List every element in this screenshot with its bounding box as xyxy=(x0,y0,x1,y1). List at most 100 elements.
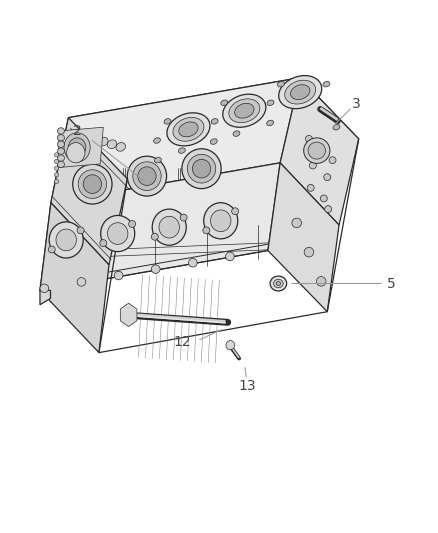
Ellipse shape xyxy=(173,117,204,141)
Ellipse shape xyxy=(226,341,235,350)
Ellipse shape xyxy=(54,173,59,177)
Ellipse shape xyxy=(67,143,85,163)
Ellipse shape xyxy=(100,240,107,247)
Ellipse shape xyxy=(164,119,171,124)
Ellipse shape xyxy=(323,82,330,87)
Ellipse shape xyxy=(180,214,187,221)
Ellipse shape xyxy=(279,76,322,109)
Ellipse shape xyxy=(83,175,102,193)
Ellipse shape xyxy=(290,85,310,100)
Polygon shape xyxy=(40,163,280,290)
Ellipse shape xyxy=(54,166,59,170)
Ellipse shape xyxy=(77,227,84,234)
Polygon shape xyxy=(51,78,300,203)
Ellipse shape xyxy=(320,195,327,202)
Ellipse shape xyxy=(285,80,316,104)
Ellipse shape xyxy=(107,223,128,245)
Ellipse shape xyxy=(68,138,86,157)
Ellipse shape xyxy=(107,140,117,149)
Ellipse shape xyxy=(151,265,160,273)
Ellipse shape xyxy=(325,206,332,213)
Polygon shape xyxy=(40,203,109,353)
Ellipse shape xyxy=(155,157,161,163)
Ellipse shape xyxy=(192,159,211,178)
Ellipse shape xyxy=(101,215,135,252)
Ellipse shape xyxy=(232,208,239,215)
Ellipse shape xyxy=(329,157,336,164)
Ellipse shape xyxy=(57,141,64,148)
Ellipse shape xyxy=(267,120,273,126)
Ellipse shape xyxy=(49,222,83,258)
Ellipse shape xyxy=(204,203,238,239)
Ellipse shape xyxy=(138,167,156,185)
Ellipse shape xyxy=(211,119,218,124)
Ellipse shape xyxy=(54,153,59,157)
Polygon shape xyxy=(40,290,50,305)
Ellipse shape xyxy=(187,155,216,183)
Polygon shape xyxy=(57,127,103,167)
Ellipse shape xyxy=(304,247,314,257)
Ellipse shape xyxy=(274,279,283,288)
Ellipse shape xyxy=(159,216,180,238)
Ellipse shape xyxy=(40,284,49,293)
Polygon shape xyxy=(268,163,339,312)
Ellipse shape xyxy=(99,137,108,146)
Ellipse shape xyxy=(276,281,281,285)
Ellipse shape xyxy=(223,94,266,127)
Ellipse shape xyxy=(319,146,326,153)
Ellipse shape xyxy=(304,138,330,164)
Ellipse shape xyxy=(211,210,231,232)
Ellipse shape xyxy=(152,209,186,245)
Ellipse shape xyxy=(308,142,325,159)
Text: 3: 3 xyxy=(352,98,361,111)
Ellipse shape xyxy=(182,149,221,189)
Ellipse shape xyxy=(154,138,160,143)
Polygon shape xyxy=(68,78,359,179)
Ellipse shape xyxy=(54,159,59,164)
Ellipse shape xyxy=(127,156,166,196)
Ellipse shape xyxy=(64,133,90,162)
Ellipse shape xyxy=(78,169,106,198)
Text: 5: 5 xyxy=(387,277,396,290)
Ellipse shape xyxy=(305,135,312,142)
Ellipse shape xyxy=(309,162,316,169)
Ellipse shape xyxy=(267,100,274,106)
Ellipse shape xyxy=(188,259,197,267)
Ellipse shape xyxy=(57,135,64,141)
Ellipse shape xyxy=(133,162,161,190)
Text: 2: 2 xyxy=(73,124,81,138)
Ellipse shape xyxy=(307,184,314,191)
Polygon shape xyxy=(280,78,359,225)
Ellipse shape xyxy=(57,155,64,161)
Ellipse shape xyxy=(233,131,240,136)
Text: 13: 13 xyxy=(239,379,256,393)
Text: 12: 12 xyxy=(173,335,191,349)
Ellipse shape xyxy=(178,148,185,154)
Ellipse shape xyxy=(57,128,64,134)
Ellipse shape xyxy=(57,161,64,167)
Polygon shape xyxy=(120,303,137,327)
Ellipse shape xyxy=(292,218,301,228)
Ellipse shape xyxy=(77,278,86,286)
Ellipse shape xyxy=(235,103,254,118)
Ellipse shape xyxy=(203,227,210,234)
Ellipse shape xyxy=(129,221,136,228)
Ellipse shape xyxy=(151,233,158,240)
Ellipse shape xyxy=(278,82,284,87)
Ellipse shape xyxy=(90,134,99,143)
Ellipse shape xyxy=(48,246,55,253)
Ellipse shape xyxy=(179,122,198,137)
Polygon shape xyxy=(51,118,127,265)
Ellipse shape xyxy=(114,271,123,280)
Ellipse shape xyxy=(72,130,82,138)
Ellipse shape xyxy=(229,99,260,123)
Ellipse shape xyxy=(333,125,340,130)
Ellipse shape xyxy=(270,276,287,291)
Ellipse shape xyxy=(116,142,126,151)
Ellipse shape xyxy=(81,132,91,141)
Ellipse shape xyxy=(210,139,217,144)
Ellipse shape xyxy=(324,174,331,181)
Ellipse shape xyxy=(56,229,76,251)
Ellipse shape xyxy=(316,277,326,286)
Ellipse shape xyxy=(54,179,59,183)
